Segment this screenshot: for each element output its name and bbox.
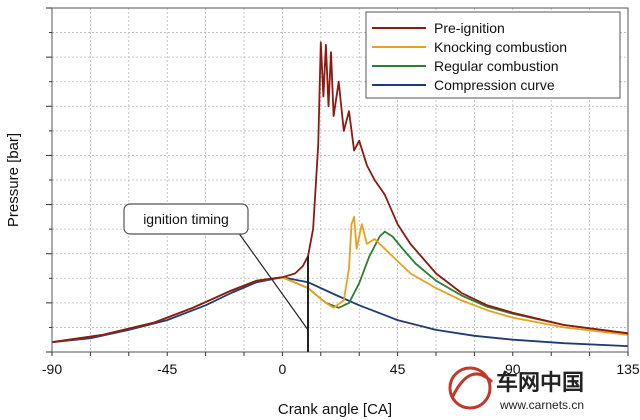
legend: Pre-ignition Knocking combustion Regular c… <box>365 11 621 99</box>
watermark-logo-icon <box>448 366 492 410</box>
legend-box <box>365 11 621 99</box>
x-axis-title: Crank angle [CA] <box>278 401 392 418</box>
legend-label-knocking-combustion: Knocking combustion <box>434 39 567 55</box>
x-tick-label: 135 <box>616 361 640 377</box>
x-tick-label: 45 <box>390 361 406 377</box>
watermark-swoosh-icon <box>450 372 494 399</box>
x-tick-label: -45 <box>157 361 177 377</box>
annotation-box <box>123 203 249 235</box>
x-tick-label: -90 <box>42 361 62 377</box>
legend-label-compression-curve: Compression curve <box>434 77 555 93</box>
axis-ticks: -90 -45 0 45 90 135 <box>42 7 640 377</box>
annotation-label: ignition timing <box>143 211 229 227</box>
legend-label-regular-combustion: Regular combustion <box>434 58 559 74</box>
annotation-pointer <box>237 231 309 331</box>
carnets-watermark: 车网中国 www.carnets.cn <box>448 366 584 412</box>
watermark-url: www.carnets.cn <box>499 398 584 412</box>
ignition-timing-annotation: ignition timing <box>123 203 309 352</box>
watermark-brand: 车网中国 <box>496 370 584 396</box>
series-line-compression-curve <box>51 276 629 347</box>
x-tick-label: 90 <box>505 361 521 377</box>
series-line-knocking-combustion <box>51 216 629 344</box>
y-axis-title: Pressure [bar] <box>5 133 22 227</box>
series-line-pre-ignition <box>51 41 629 344</box>
x-tick-label: 0 <box>279 361 287 377</box>
legend-label-pre-ignition: Pre-ignition <box>434 20 505 36</box>
